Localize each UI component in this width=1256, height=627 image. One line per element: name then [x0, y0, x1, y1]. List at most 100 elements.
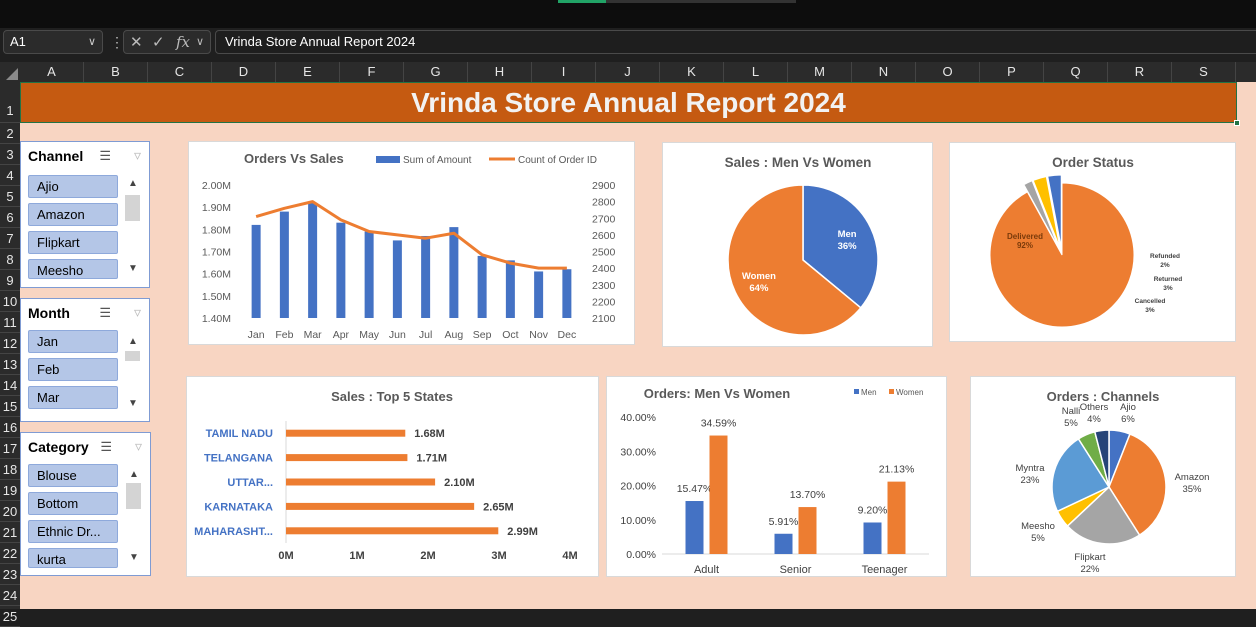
row-header-14[interactable]: 14 — [0, 375, 20, 396]
order-status-chart[interactable]: Order Status Delivered 92% Refunded 2% Return… — [949, 142, 1236, 342]
row-header-4[interactable]: 4 — [0, 165, 20, 186]
column-header-g[interactable]: G — [404, 62, 468, 82]
column-header-q[interactable]: Q — [1044, 62, 1108, 82]
row-header-16[interactable]: 16 — [0, 417, 20, 438]
slicer-item[interactable]: kurta — [28, 548, 118, 568]
slicer-item[interactable]: Mar — [28, 386, 118, 409]
pie-label: Meesho — [1021, 521, 1055, 532]
scrollbar-thumb[interactable] — [126, 483, 141, 509]
orders-vs-sales-chart[interactable]: Orders Vs Sales Sum of Amount Count of Ord… — [188, 141, 635, 345]
slicer-item[interactable]: Meesho — [28, 259, 118, 279]
chart-title: Orders : Channels — [1047, 389, 1160, 404]
row-header-22[interactable]: 22 — [0, 543, 20, 564]
row-header-20[interactable]: 20 — [0, 501, 20, 522]
column-header-n[interactable]: N — [852, 62, 916, 82]
row-header-12[interactable]: 12 — [0, 333, 20, 354]
row-header-3[interactable]: 3 — [0, 144, 20, 165]
report-title[interactable]: Vrinda Store Annual Report 2024 — [20, 82, 1237, 123]
scrollbar-thumb[interactable] — [125, 351, 140, 361]
row-header-15[interactable]: 15 — [0, 396, 20, 417]
column-header-f[interactable]: F — [340, 62, 404, 82]
scroll-down-icon[interactable]: ▼ — [129, 552, 139, 563]
multi-select-icon[interactable]: ☰ — [100, 439, 112, 454]
row-header-23[interactable]: 23 — [0, 564, 20, 585]
pie-slice — [1108, 433, 1167, 537]
bar — [709, 435, 728, 554]
column-header-e[interactable]: E — [276, 62, 340, 82]
column-header-o[interactable]: O — [916, 62, 980, 82]
data-label: 2.99M — [507, 526, 538, 538]
legend-label: Women — [896, 388, 923, 397]
orders-men-vs-women-chart[interactable]: Orders: Men Vs Women Men Women 0.00% 10.00% 2… — [606, 376, 947, 577]
slicer-item[interactable]: Feb — [28, 358, 118, 381]
chevron-down-icon[interactable]: ∨ — [87, 36, 96, 48]
row-header-25[interactable]: 25 — [0, 606, 20, 627]
column-header-h[interactable]: H — [468, 62, 532, 82]
slicer-item[interactable]: Flipkart — [28, 231, 118, 254]
row-header-24[interactable]: 24 — [0, 585, 20, 606]
column-header-r[interactable]: R — [1108, 62, 1172, 82]
row-header-21[interactable]: 21 — [0, 522, 20, 543]
multi-select-icon[interactable]: ☰ — [99, 305, 111, 320]
column-header-i[interactable]: I — [532, 62, 596, 82]
function-icon[interactable]: fx — [176, 33, 191, 51]
scroll-up-icon[interactable]: ▲ — [128, 336, 138, 347]
slicer-item[interactable]: Ajio — [28, 175, 118, 198]
row-header-17[interactable]: 17 — [0, 438, 20, 459]
column-header-a[interactable]: A — [20, 62, 84, 82]
slicer-item[interactable]: Blouse — [28, 464, 118, 487]
worksheet[interactable]: Vrinda Store Annual Report 2024 Channel … — [20, 82, 1256, 609]
column-header-s[interactable]: S — [1172, 62, 1236, 82]
clear-filter-icon[interactable]: ▿ — [133, 147, 141, 163]
slicer-item[interactable]: Bottom — [28, 492, 118, 515]
top5-states-chart[interactable]: Sales : Top 5 States TAMIL NADU 1.68M TELAN… — [186, 376, 599, 577]
scrollbar-thumb[interactable] — [125, 195, 140, 221]
row-header-6[interactable]: 6 — [0, 207, 20, 228]
fill-handle[interactable] — [1234, 120, 1240, 126]
cancel-icon[interactable]: ✕ — [130, 34, 143, 51]
active-tab-indicator — [558, 0, 606, 3]
column-header-d[interactable]: D — [212, 62, 276, 82]
scroll-up-icon[interactable]: ▲ — [128, 178, 138, 189]
select-all-corner[interactable] — [0, 62, 20, 82]
slicer-item[interactable]: Amazon — [28, 203, 118, 226]
slicer-item[interactable]: Ethnic Dr... — [28, 520, 118, 543]
chevron-down-icon[interactable]: ∨ — [196, 36, 205, 48]
column-header-b[interactable]: B — [84, 62, 148, 82]
scroll-down-icon[interactable]: ▼ — [128, 263, 138, 274]
column-header-m[interactable]: M — [788, 62, 852, 82]
check-icon[interactable]: ✓ — [152, 34, 165, 51]
row-header-7[interactable]: 7 — [0, 228, 20, 249]
scroll-down-icon[interactable]: ▼ — [128, 398, 138, 409]
clear-filter-icon[interactable]: ▿ — [134, 438, 142, 454]
row-header-11[interactable]: 11 — [0, 312, 20, 333]
column-header-l[interactable]: L — [724, 62, 788, 82]
pie-label-pct: 3% — [1145, 307, 1155, 314]
formula-input[interactable]: Vrinda Store Annual Report 2024 — [215, 30, 1256, 54]
bar — [863, 522, 882, 554]
more-icon[interactable]: ⋮ — [110, 34, 124, 50]
clear-filter-icon[interactable]: ▿ — [133, 304, 141, 320]
row-header-19[interactable]: 19 — [0, 480, 20, 501]
row-header-2[interactable]: 2 — [0, 123, 20, 144]
row-header-13[interactable]: 13 — [0, 354, 20, 375]
column-header-j[interactable]: J — [596, 62, 660, 82]
row-header-1[interactable]: 1 — [0, 82, 20, 123]
row-header-9[interactable]: 9 — [0, 270, 20, 291]
row-header-8[interactable]: 8 — [0, 249, 20, 270]
formula-buttons: ✕ ✓ fx ∨ — [123, 30, 211, 54]
row-header-5[interactable]: 5 — [0, 186, 20, 207]
sales-men-vs-women-chart[interactable]: Sales : Men Vs Women Men 36% Women 64% — [662, 142, 933, 347]
column-header-p[interactable]: P — [980, 62, 1044, 82]
orders-channels-chart[interactable]: Orders : Channels Ajio 6% Amazon 35% Flipkart… — [970, 376, 1236, 577]
chart-title: Order Status — [1052, 155, 1134, 170]
name-box[interactable]: A1 ∨ — [3, 30, 103, 54]
multi-select-icon[interactable]: ☰ — [99, 148, 111, 163]
column-header-k[interactable]: K — [660, 62, 724, 82]
scroll-up-icon[interactable]: ▲ — [129, 469, 139, 480]
slicer-item[interactable]: Jan — [28, 330, 118, 353]
row-header-10[interactable]: 10 — [0, 291, 20, 312]
row-header-18[interactable]: 18 — [0, 459, 20, 480]
column-header-c[interactable]: C — [148, 62, 212, 82]
